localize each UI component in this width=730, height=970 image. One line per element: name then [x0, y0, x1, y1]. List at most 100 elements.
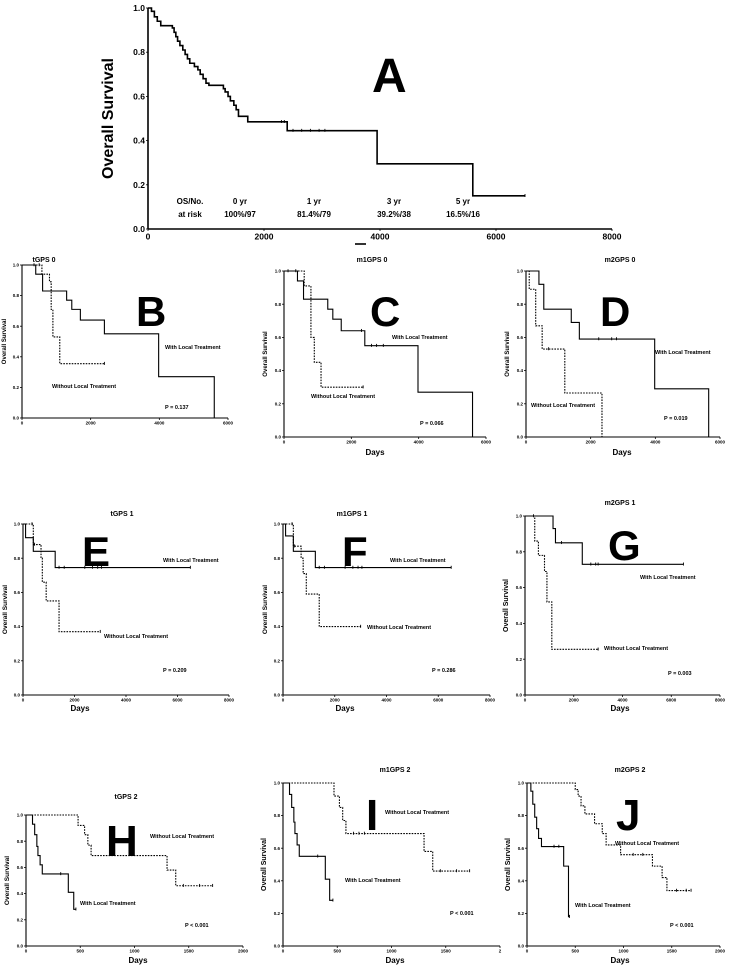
- dashed-survival-curve: [526, 270, 603, 437]
- y-tick-label: 1.0: [17, 813, 24, 818]
- x-axis-label: Days: [385, 956, 405, 965]
- series-label: Without Local Treatment: [104, 634, 168, 640]
- x-tick-label: 1500: [667, 949, 678, 954]
- x-tick-label: 8000: [485, 698, 496, 703]
- dashed-survival-curve: [23, 523, 101, 633]
- dashed-survival-curve: [283, 523, 361, 628]
- y-tick-label: 1.0: [518, 781, 525, 786]
- p-value: P < 0.001: [185, 923, 209, 929]
- series-label: With Local Treatment: [163, 558, 219, 564]
- y-tick-label: 0.8: [133, 47, 145, 57]
- x-tick-label: 500: [333, 949, 341, 954]
- y-tick-label: 0.0: [17, 944, 24, 949]
- x-tick-label: 6000: [433, 698, 444, 703]
- panel-letter: A: [372, 50, 407, 103]
- y-tick-label: 0.4: [17, 891, 24, 896]
- solid-survival-curve: [525, 515, 684, 565]
- x-axis-label: Days: [128, 956, 148, 965]
- y-axis-label: Overall Survival: [263, 331, 269, 377]
- p-value: P = 0.286: [432, 668, 456, 674]
- y-tick-label: 0.6: [518, 846, 525, 851]
- x-axis-label: Days: [612, 448, 632, 457]
- series-label: Without Local Treatment: [604, 646, 668, 652]
- risk-table-header: OS/No.: [177, 197, 204, 206]
- panel-i: 0 500 1000 1500 2 0.0 0.2 0.4 0.6 0.8 1.0 Overall S…: [261, 767, 502, 965]
- y-tick-label: 0.2: [518, 911, 525, 916]
- x-tick-label: 0: [22, 698, 25, 703]
- x-tick-label: 2000: [330, 698, 341, 703]
- y-tick-label: 0.8: [517, 302, 524, 307]
- x-tick-label: 2000: [586, 440, 597, 445]
- series-label: With Local Treatment: [345, 878, 401, 884]
- panel-letter: I: [366, 791, 378, 840]
- x-tick-label: 6000: [481, 440, 492, 445]
- x-tick-label: 0: [21, 421, 24, 426]
- y-axis-label: Overall Survival: [505, 331, 511, 377]
- series-label: Without Local Treatment: [52, 384, 116, 390]
- x-tick-label: 1500: [441, 949, 452, 954]
- y-tick-label: 0.4: [13, 354, 20, 359]
- y-tick-label: 0.4: [518, 878, 525, 883]
- series-label: With Local Treatment: [640, 575, 696, 581]
- y-tick-label: 0.0: [517, 435, 524, 440]
- panel-a: 0 2000 4000 6000 8000 0.0 0.2 0.4 0.6 0.8 1.0 Overa…: [100, 3, 622, 242]
- x-tick-label: 6000: [715, 440, 726, 445]
- x-tick-label: 2000: [238, 949, 249, 954]
- panel-title: m1GPS 1: [337, 511, 368, 518]
- x-axis-label: Days: [335, 704, 355, 713]
- solid-survival-curve: [526, 270, 710, 437]
- x-tick-label: 2000: [86, 421, 97, 426]
- y-tick-label: 0.4: [274, 878, 281, 883]
- dashed-survival-curve: [527, 782, 692, 892]
- x-tick-label: 1000: [618, 949, 629, 954]
- panel-letter: D: [600, 288, 630, 335]
- y-tick-label: 0.2: [17, 917, 24, 922]
- x-axis-label: Days: [70, 704, 90, 713]
- x-tick-label: 1000: [129, 949, 140, 954]
- y-axis-label: Overall Survival: [4, 856, 11, 905]
- x-tick-label: 4000: [617, 698, 628, 703]
- y-tick-label: 0.6: [275, 335, 282, 340]
- y-tick-label: 0.6: [517, 335, 524, 340]
- x-tick-label: 6000: [666, 698, 677, 703]
- y-tick-label: 0.0: [518, 944, 525, 949]
- panel-h: 0 500 1000 1500 2000 0.0 0.2 0.4 0.6 0.8 1.0 Overal…: [4, 794, 249, 965]
- risk-table-header: at risk: [178, 210, 202, 219]
- panel-g: 0 2000 4000 6000 8000 0.0 0.2 0.4 0.6 0.8 1.0 Overa…: [503, 500, 726, 713]
- y-tick-label: 0.6: [17, 865, 24, 870]
- y-tick-label: 0.2: [275, 401, 282, 406]
- y-tick-label: 1.0: [517, 269, 524, 274]
- series-label: Without Local Treatment: [311, 394, 375, 400]
- y-tick-label: 1.0: [274, 781, 281, 786]
- y-axis-label: Overall Survival: [505, 838, 512, 891]
- y-tick-label: 0.0: [133, 224, 145, 234]
- x-tick-label: 6000: [487, 232, 506, 242]
- x-tick-label: 0: [526, 949, 529, 954]
- y-tick-label: 0.8: [518, 813, 525, 818]
- x-tick-label: 4000: [414, 440, 425, 445]
- y-tick-label: 0.8: [14, 556, 21, 561]
- panel-e: 0 2000 4000 6000 8000 0.0 0.2 0.4 0.6 0.8 1.0 Overa…: [2, 511, 235, 713]
- y-axis-label: Overall Survival: [100, 58, 117, 179]
- y-tick-label: 0.4: [275, 368, 282, 373]
- y-tick-label: 0.2: [274, 911, 281, 916]
- panel-letter: H: [106, 817, 138, 866]
- y-axis-label: Overall Survival: [2, 318, 8, 364]
- y-tick-label: 1.0: [133, 3, 145, 13]
- x-tick-label: 2000: [346, 440, 357, 445]
- y-axis-label: Overall Survival: [262, 585, 269, 634]
- p-value: P < 0.001: [670, 923, 694, 929]
- series-label: With Local Treatment: [390, 558, 446, 564]
- y-tick-label: 0.2: [14, 658, 21, 663]
- x-tick-label: 0: [282, 949, 285, 954]
- y-tick-label: 0.8: [13, 293, 20, 298]
- panel-title: m1GPS 0: [357, 257, 388, 264]
- x-tick-label: 0: [25, 949, 28, 954]
- solid-survival-curve: [284, 270, 474, 437]
- x-tick-label: 2000: [255, 232, 274, 242]
- y-tick-label: 0.0: [14, 693, 21, 698]
- risk-table-time: 5 yr: [456, 197, 470, 206]
- risk-table-value: 100%/97: [224, 210, 256, 219]
- dashed-survival-curve: [22, 264, 105, 365]
